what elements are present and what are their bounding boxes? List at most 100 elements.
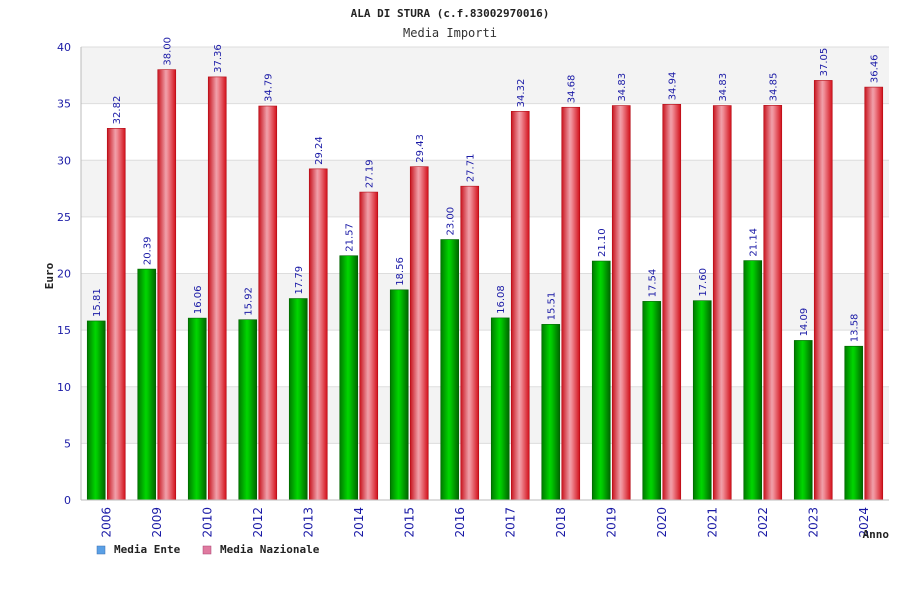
data-label: 34.68 [567,75,578,104]
data-label: 34.79 [264,73,275,102]
bar-media-nazionale [258,105,278,501]
data-label: 15.51 [547,292,558,321]
data-label: 27.71 [466,154,477,183]
bars [86,69,884,501]
x-tick-label: 2012 [251,507,265,538]
bar-media-ente [692,300,712,501]
bar-media-ente [339,255,359,501]
data-label: 38.00 [163,37,174,66]
data-label: 17.54 [648,269,659,298]
data-label: 16.08 [496,285,507,314]
data-label: 17.79 [294,266,305,295]
data-label: 32.82 [112,96,123,125]
bar-media-nazionale [662,104,682,501]
y-tick-label: 40 [57,41,71,54]
bar-media-ente [86,320,106,501]
x-tick-label: 2019 [604,507,618,538]
legend-swatch-media-ente [96,545,106,555]
data-label: 14.09 [799,308,810,337]
data-label: 20.39 [143,236,154,265]
bar-media-ente [793,340,813,501]
x-tick-label: 2006 [99,507,113,538]
bar-media-nazionale [561,106,581,501]
y-tick-label: 25 [57,211,71,224]
y-tick-label: 10 [57,381,71,394]
x-tick-label: 2023 [806,507,820,538]
bar-media-nazionale [763,105,783,501]
data-label: 29.43 [415,134,426,163]
x-tick-label: 2009 [150,507,164,538]
data-label: 21.57 [345,223,356,252]
bar-media-nazionale [712,105,732,501]
bar-media-nazionale [207,76,227,501]
legend-label-media-nazionale: Media Nazionale [220,543,320,556]
y-axis-title: Euro [43,262,56,289]
data-label: 36.46 [870,54,881,83]
data-labels: 15.81 32.82 20.39 38.00 16.06 37.36 15.92 34.79… [92,37,881,342]
data-label: 17.60 [698,268,709,297]
bar-media-ente [490,317,510,501]
bar-media-ente [591,260,611,501]
x-axis-ticks: 2006 2009 2010 2012 2013 2014 2015 2016 2017 2018… [99,507,871,538]
data-label: 29.24 [314,136,325,165]
y-tick-label: 30 [57,154,71,167]
x-tick-label: 2022 [756,507,770,538]
x-tick-label: 2021 [705,507,719,538]
chart-subtitle: Media Importi [403,26,497,40]
bar-media-ente [541,324,561,501]
bar-media-nazionale [813,80,833,501]
chart-title: ALA DI STURA (c.f.83002970016) [351,7,550,20]
x-tick-label: 2010 [200,507,214,538]
x-tick-label: 2020 [655,507,669,538]
bar-media-ente [288,298,308,501]
x-tick-label: 2024 [857,507,871,538]
x-tick-label: 2013 [301,507,315,538]
data-label: 34.83 [718,73,729,102]
legend: Media Ente Media Nazionale [96,543,320,556]
data-label: 23.00 [446,207,457,236]
bar-media-nazionale [359,191,379,501]
bar-media-nazionale [308,168,328,501]
data-label: 13.58 [850,314,861,343]
bar-media-ente [844,345,864,501]
bar-media-nazionale [409,166,429,501]
data-label: 34.83 [617,73,628,102]
bar-media-ente [440,239,460,501]
legend-swatch-media-nazionale [202,545,212,555]
y-tick-label: 15 [57,324,71,337]
bar-media-ente [187,317,207,501]
x-tick-label: 2017 [503,507,517,538]
data-label: 34.94 [668,72,679,101]
data-label: 37.36 [213,44,224,73]
data-label: 37.05 [819,48,830,77]
x-axis-title: Anno [863,528,890,541]
y-tick-label: 35 [57,98,71,111]
bar-media-nazionale [611,105,631,501]
x-tick-label: 2018 [554,507,568,538]
data-label: 34.85 [769,73,780,102]
data-label: 15.81 [92,288,103,317]
bar-media-ente [238,319,258,501]
bar-media-ente [389,289,409,501]
bar-media-nazionale [510,111,530,501]
data-label: 16.06 [193,285,204,314]
bar-media-nazionale [106,128,126,501]
bar-media-ente [642,301,662,501]
x-tick-label: 2016 [453,507,467,538]
data-label: 18.56 [395,257,406,286]
data-label: 15.92 [244,287,255,316]
bar-media-nazionale [157,69,177,501]
data-label: 34.32 [516,79,527,108]
data-label: 21.14 [749,228,760,257]
x-tick-label: 2015 [402,507,416,538]
bar-media-ente [743,260,763,501]
y-tick-label: 0 [64,494,71,507]
y-axis-ticks: 0 5 10 15 20 25 30 35 40 [57,41,71,507]
data-label: 27.19 [365,159,376,188]
data-label: 21.10 [597,228,608,257]
y-tick-label: 20 [57,268,71,281]
bar-media-nazionale [460,185,480,501]
x-tick-label: 2014 [352,507,366,538]
y-tick-label: 5 [64,437,71,450]
